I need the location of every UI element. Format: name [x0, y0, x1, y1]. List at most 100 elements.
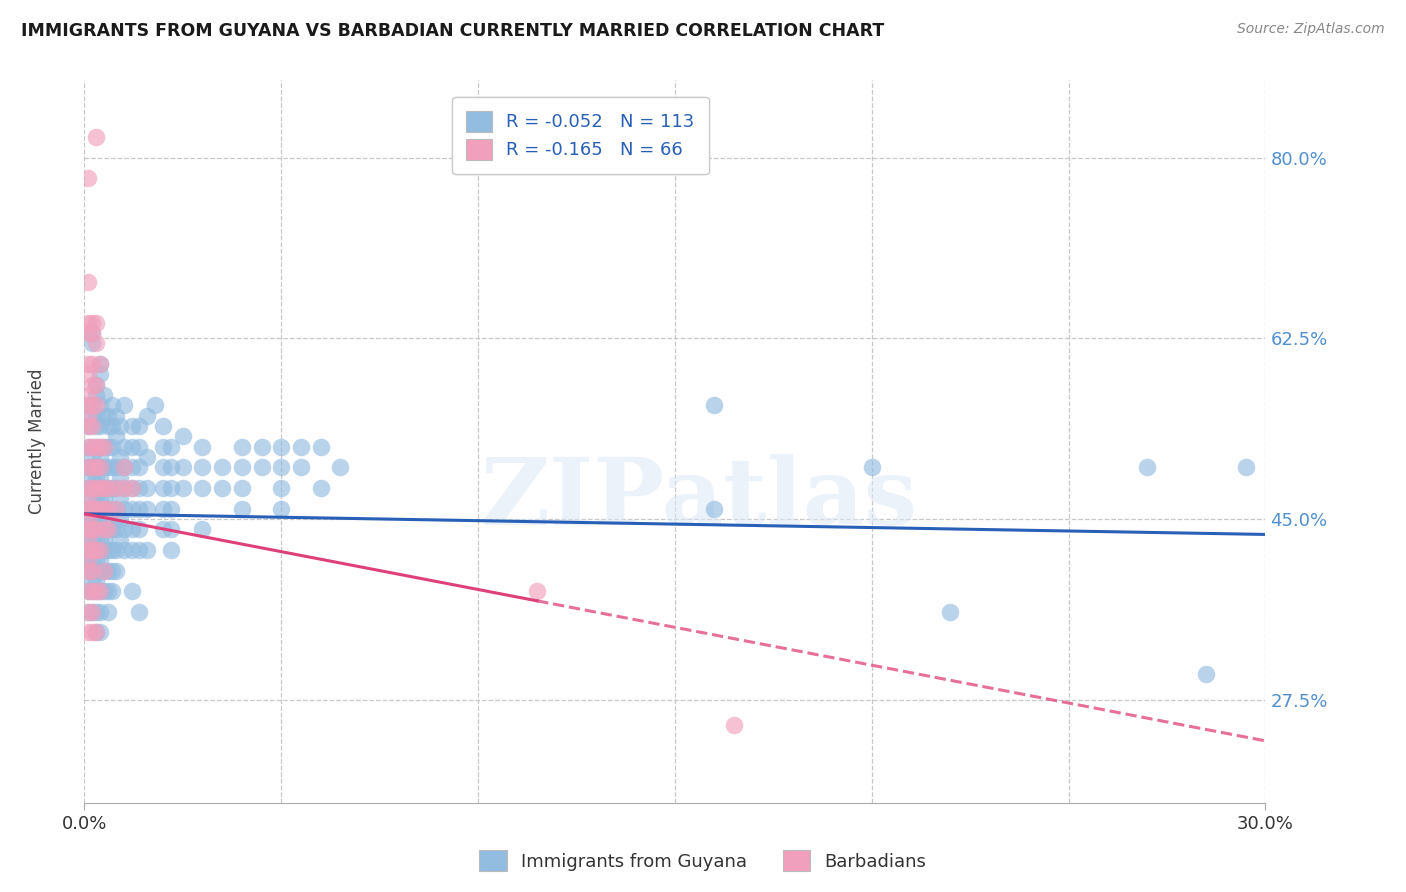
Point — [112, 440, 135, 454]
Point — [191, 460, 214, 475]
Point — [89, 481, 111, 495]
Point — [82, 542, 104, 557]
Point — [104, 481, 127, 495]
Point — [101, 564, 124, 578]
Point — [82, 584, 104, 599]
Point — [703, 501, 725, 516]
Point — [89, 584, 111, 599]
Point — [104, 460, 127, 475]
Point — [270, 501, 292, 516]
Point — [104, 501, 127, 516]
Point — [82, 377, 104, 392]
Point — [82, 574, 104, 588]
Point — [160, 522, 183, 536]
Point — [104, 564, 127, 578]
Point — [84, 130, 107, 145]
Point — [89, 542, 111, 557]
Point — [77, 501, 100, 516]
Point — [128, 481, 150, 495]
Point — [89, 398, 111, 412]
Point — [84, 512, 107, 526]
Point — [101, 481, 124, 495]
Point — [77, 316, 100, 330]
Point — [112, 481, 135, 495]
Point — [191, 440, 214, 454]
Point — [128, 501, 150, 516]
Point — [93, 481, 115, 495]
Point — [77, 440, 100, 454]
Point — [84, 564, 107, 578]
Point — [82, 522, 104, 536]
Point — [101, 398, 124, 412]
Point — [93, 564, 115, 578]
Point — [77, 512, 100, 526]
Point — [84, 460, 107, 475]
Point — [84, 542, 107, 557]
Point — [82, 501, 104, 516]
Point — [77, 398, 100, 412]
Point — [82, 512, 104, 526]
Point — [211, 460, 233, 475]
Point — [84, 605, 107, 619]
Point — [89, 584, 111, 599]
Point — [84, 388, 107, 402]
Point — [97, 584, 120, 599]
Point — [231, 460, 253, 475]
Point — [128, 440, 150, 454]
Point — [231, 501, 253, 516]
Point — [77, 553, 100, 567]
Point — [136, 450, 159, 464]
Point — [82, 542, 104, 557]
Point — [89, 419, 111, 434]
Point — [77, 171, 100, 186]
Point — [82, 398, 104, 412]
Point — [77, 460, 100, 475]
Point — [82, 460, 104, 475]
Point — [93, 440, 115, 454]
Point — [97, 522, 120, 536]
Point — [93, 542, 115, 557]
Point — [211, 481, 233, 495]
Point — [97, 522, 120, 536]
Point — [77, 584, 100, 599]
Point — [89, 357, 111, 371]
Point — [77, 542, 100, 557]
Point — [309, 481, 332, 495]
Point — [89, 368, 111, 382]
Point — [89, 542, 111, 557]
Point — [172, 460, 194, 475]
Point — [526, 584, 548, 599]
Point — [93, 522, 115, 536]
Point — [82, 450, 104, 464]
Point — [89, 512, 111, 526]
Point — [136, 542, 159, 557]
Point — [84, 419, 107, 434]
Point — [101, 501, 124, 516]
Point — [136, 501, 159, 516]
Point — [84, 398, 107, 412]
Point — [112, 542, 135, 557]
Point — [82, 440, 104, 454]
Point — [77, 522, 100, 536]
Point — [172, 481, 194, 495]
Point — [108, 450, 131, 464]
Point — [89, 501, 111, 516]
Point — [82, 316, 104, 330]
Point — [97, 501, 120, 516]
Point — [77, 419, 100, 434]
Point — [1136, 460, 1159, 475]
Point — [231, 481, 253, 495]
Point — [97, 481, 120, 495]
Point — [84, 470, 107, 484]
Point — [77, 388, 100, 402]
Point — [93, 481, 115, 495]
Point — [191, 481, 214, 495]
Point — [108, 491, 131, 506]
Point — [121, 481, 143, 495]
Point — [84, 440, 107, 454]
Point — [93, 512, 115, 526]
Point — [77, 409, 100, 423]
Point — [93, 409, 115, 423]
Point — [112, 460, 135, 475]
Point — [121, 522, 143, 536]
